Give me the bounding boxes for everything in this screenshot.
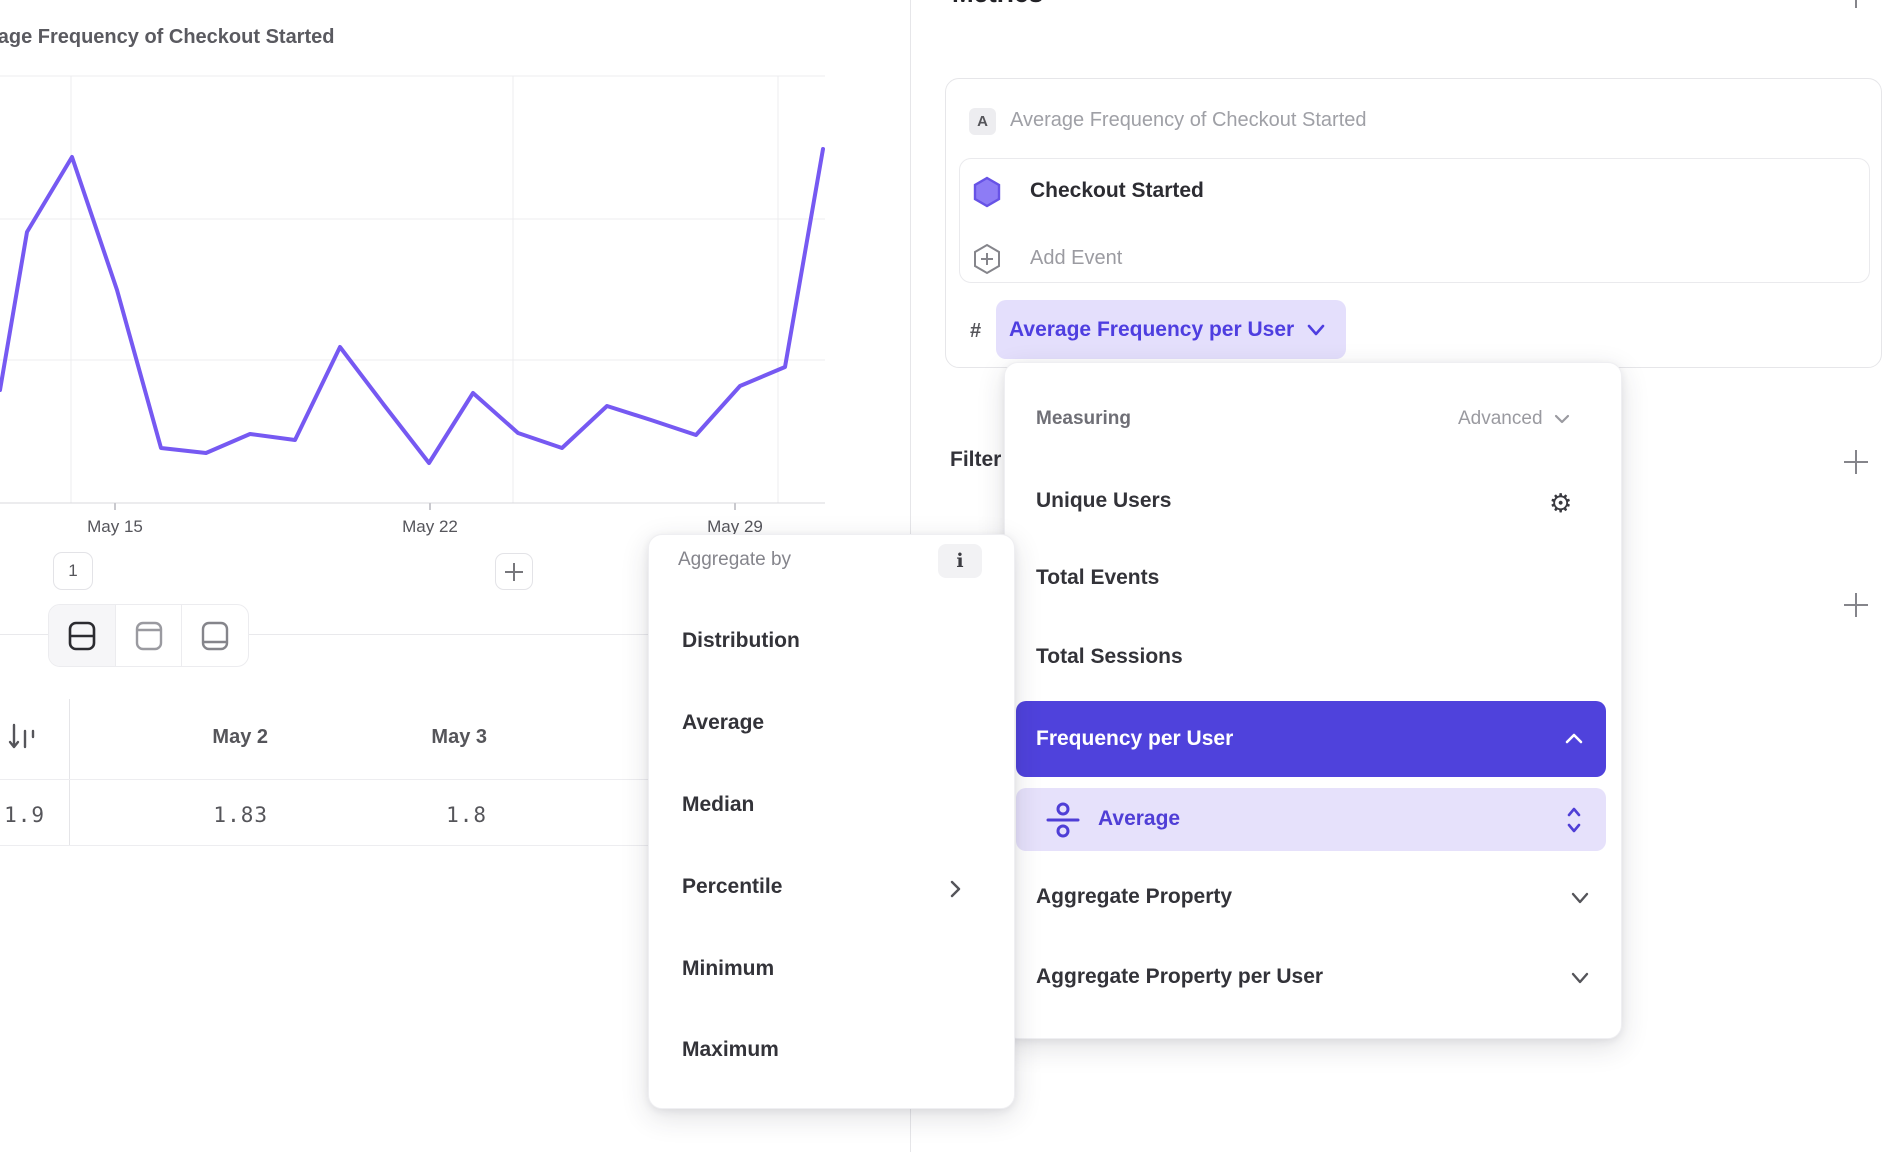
chevron-down-icon xyxy=(1554,414,1569,424)
table-cell: 1.8 xyxy=(446,803,487,827)
table-column-divider xyxy=(69,699,70,845)
table-cell: 1.83 xyxy=(213,803,268,827)
event-row-checkout-started[interactable]: Checkout Started xyxy=(1030,179,1204,202)
x-tick-label: May 15 xyxy=(87,517,143,536)
advanced-label: Advanced xyxy=(1458,408,1543,429)
series-line-checkout-started[interactable] xyxy=(0,147,825,465)
chart-title: Average Frequency of Checkout Started xyxy=(0,26,335,48)
add-chart-button[interactable] xyxy=(495,553,533,590)
chevron-down-icon xyxy=(1571,892,1589,904)
filter-section-heading: Filter xyxy=(950,448,1002,471)
agg-item-maximum[interactable]: Maximum xyxy=(682,1038,779,1061)
section-divider xyxy=(0,634,910,635)
agg-item-distribution[interactable]: Distribution xyxy=(682,629,800,652)
layout-toggle-group xyxy=(48,604,249,667)
menu-item-total-events[interactable]: Total Events xyxy=(1036,566,1160,589)
table-header-cell[interactable]: May 2 xyxy=(212,726,268,748)
chevron-down-icon xyxy=(1307,324,1325,335)
numeric-output-hash: # xyxy=(970,320,982,342)
add-event-hexagon-plus-icon xyxy=(974,243,1000,275)
chevron-down-icon xyxy=(1571,972,1589,984)
agg-item-median[interactable]: Median xyxy=(682,793,755,816)
event-hexagon-icon xyxy=(973,176,1001,208)
table-header-cell[interactable]: May 3 xyxy=(431,726,487,748)
add-filter-button[interactable] xyxy=(1841,447,1871,477)
menu-item-aggregate-property-per-user[interactable]: Aggregate Property per User xyxy=(1036,965,1324,988)
chevron-up-down-icon xyxy=(1567,807,1581,833)
add-metric-button[interactable] xyxy=(1841,0,1871,12)
split-rows-icon xyxy=(68,621,96,650)
sort-icon xyxy=(8,723,35,749)
agg-item-average[interactable]: Average xyxy=(682,711,765,734)
layout-split-button[interactable] xyxy=(49,605,116,666)
x-tick-label: May 22 xyxy=(402,517,458,536)
top-panel-icon xyxy=(135,621,162,650)
segment-count-badge[interactable]: 1 xyxy=(53,552,93,590)
agg-item-minimum[interactable]: Minimum xyxy=(682,957,775,980)
menu-item-total-sessions[interactable]: Total Sessions xyxy=(1036,645,1183,668)
layout-chart-only-button[interactable] xyxy=(116,605,183,666)
metric-name-input[interactable]: Average Frequency of Checkout Started xyxy=(1010,109,1367,131)
measuring-popover-title: Measuring xyxy=(1036,408,1132,429)
x-tick-label: May 29 xyxy=(707,517,763,536)
gear-icon[interactable]: ⚙ xyxy=(1549,488,1573,518)
measurement-dropdown[interactable]: Average Frequency per User xyxy=(996,300,1346,359)
line-chart xyxy=(0,75,825,510)
advanced-toggle[interactable]: Advanced xyxy=(1458,408,1571,430)
plus-icon xyxy=(505,562,523,581)
add-event-button[interactable]: Add Event xyxy=(1030,247,1123,269)
metrics-section-heading: Metrics xyxy=(952,0,1043,9)
add-breakdown-button[interactable] xyxy=(1841,590,1871,620)
agg-item-percentile[interactable]: Percentile xyxy=(682,875,783,898)
aggregate-by-popover xyxy=(648,534,1015,1109)
sort-button[interactable] xyxy=(7,721,37,755)
average-divide-icon xyxy=(1046,802,1080,838)
info-button[interactable]: i xyxy=(938,544,982,578)
menu-item-aggregate-property[interactable]: Aggregate Property xyxy=(1036,885,1233,908)
table-header-divider xyxy=(0,779,910,780)
table-cell: 1.9 xyxy=(4,803,45,827)
table-row-divider xyxy=(0,845,910,846)
metric-letter-badge: A xyxy=(969,108,996,135)
menu-item-frequency-per-user-selected[interactable]: Frequency per User xyxy=(1016,701,1606,777)
aggregate-by-title: Aggregate by xyxy=(678,549,792,570)
chevron-right-icon xyxy=(950,880,961,898)
measurement-label: Average Frequency per User xyxy=(1009,317,1295,341)
menu-item-unique-users[interactable]: Unique Users xyxy=(1036,489,1172,512)
layout-table-only-button[interactable] xyxy=(182,605,248,666)
chevron-up-icon xyxy=(1565,733,1583,744)
subitem-label: Average xyxy=(1098,807,1181,830)
event-card xyxy=(959,158,1870,283)
menu-subitem-average[interactable]: Average xyxy=(1016,788,1606,851)
selected-item-label: Frequency per User xyxy=(1036,727,1234,750)
bottom-panel-icon xyxy=(201,621,229,650)
